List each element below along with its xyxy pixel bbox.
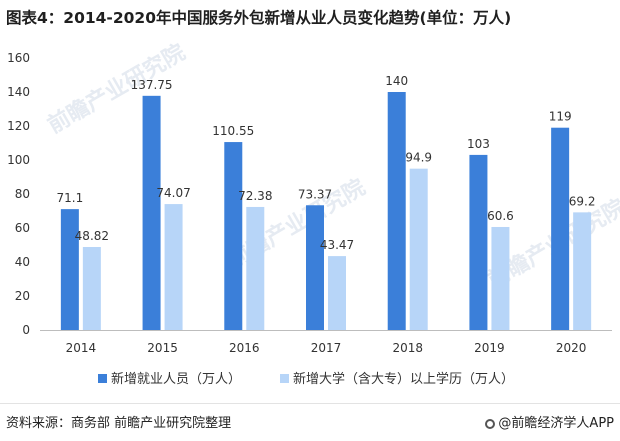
data-label: 73.37 — [298, 187, 332, 201]
data-label: 94.9 — [405, 151, 432, 165]
x-tick-label: 2020 — [556, 341, 587, 355]
brand-logo-icon — [485, 419, 496, 429]
footer: 资料来源：商务部 前瞻产业研究院整理 @前瞻经济学人APP — [0, 403, 620, 441]
y-tick-label: 140 — [7, 85, 30, 99]
source-note: 资料来源：商务部 前瞻产业研究院整理 — [6, 416, 232, 431]
x-tick-label: 2017 — [311, 341, 342, 355]
x-axis: 2014 2015 2016 2017 2018 2019 2020 — [66, 341, 587, 355]
data-label: 110.55 — [212, 124, 254, 138]
bar-s2-2015 — [164, 204, 183, 330]
y-tick-label: 120 — [7, 119, 30, 133]
data-label: 60.6 — [487, 209, 514, 223]
y-tick-label: 100 — [7, 153, 30, 167]
bar-s1-2017 — [306, 205, 324, 330]
y-tick-label: 0 — [22, 323, 30, 337]
x-tick-label: 2019 — [474, 341, 505, 355]
bar-s1-2019 — [469, 154, 488, 330]
bar-s1-2020 — [551, 127, 570, 330]
y-tick-label: 20 — [15, 289, 30, 303]
legend-swatch-2 — [280, 374, 289, 383]
credit-line: @前瞻经济学人APP — [485, 412, 614, 431]
x-tick-label: 2016 — [229, 341, 260, 355]
data-label: 103 — [467, 137, 490, 151]
bar-s1-2018 — [387, 92, 406, 330]
chart-title: 图表4：2014-2020年中国服务外包新增从业人员变化趋势(单位：万人) — [6, 9, 512, 27]
y-tick-label: 80 — [15, 187, 30, 201]
data-label: 119 — [549, 110, 572, 124]
y-tick-label: 160 — [7, 51, 30, 65]
data-label: 74.07 — [156, 186, 190, 200]
data-label: 43.47 — [320, 238, 354, 252]
data-label: 137.75 — [131, 78, 173, 92]
bar-s1-2015 — [142, 95, 161, 330]
legend-label-1: 新增就业人员（万人） — [111, 371, 241, 387]
bar-s2-2019 — [491, 226, 510, 330]
data-label: 140 — [385, 74, 408, 88]
x-tick-label: 2014 — [66, 341, 97, 355]
y-axis: 0 20 40 60 80 100 120 140 160 — [7, 51, 30, 337]
legend: 新增就业人员（万人） 新增大学（含大专）以上学历（万人） — [98, 371, 514, 387]
bar-s1-2014 — [60, 209, 79, 330]
data-label: 71.1 — [56, 191, 83, 205]
bar-s2-2016 — [246, 206, 265, 330]
data-label: 72.38 — [238, 189, 272, 203]
y-tick-label: 40 — [15, 255, 30, 269]
y-tick-label: 60 — [15, 221, 30, 235]
x-tick-label: 2015 — [147, 341, 178, 355]
x-tick-label: 2018 — [392, 341, 423, 355]
bar-s1-2016 — [224, 142, 243, 330]
bar-s2-2020 — [573, 212, 592, 330]
bar-chart: 前瞻产业研究院前瞻产业研究院前瞻产业研究院 020406080100120140… — [7, 39, 620, 387]
legend-label-2: 新增大学（含大专）以上学历（万人） — [293, 371, 514, 387]
credit-text: @前瞻经济学人APP — [498, 416, 614, 431]
data-label: 69.2 — [569, 194, 596, 208]
legend-swatch-1 — [98, 374, 107, 383]
bar-s2-2017 — [328, 256, 346, 330]
bars-layer: 71.1 48.82 137.75 74.07 110.55 72.38 73.37 43.4… — [56, 74, 596, 330]
bar-s2-2018 — [409, 168, 428, 330]
data-label: 48.82 — [75, 229, 109, 243]
bar-s2-2014 — [82, 247, 101, 330]
